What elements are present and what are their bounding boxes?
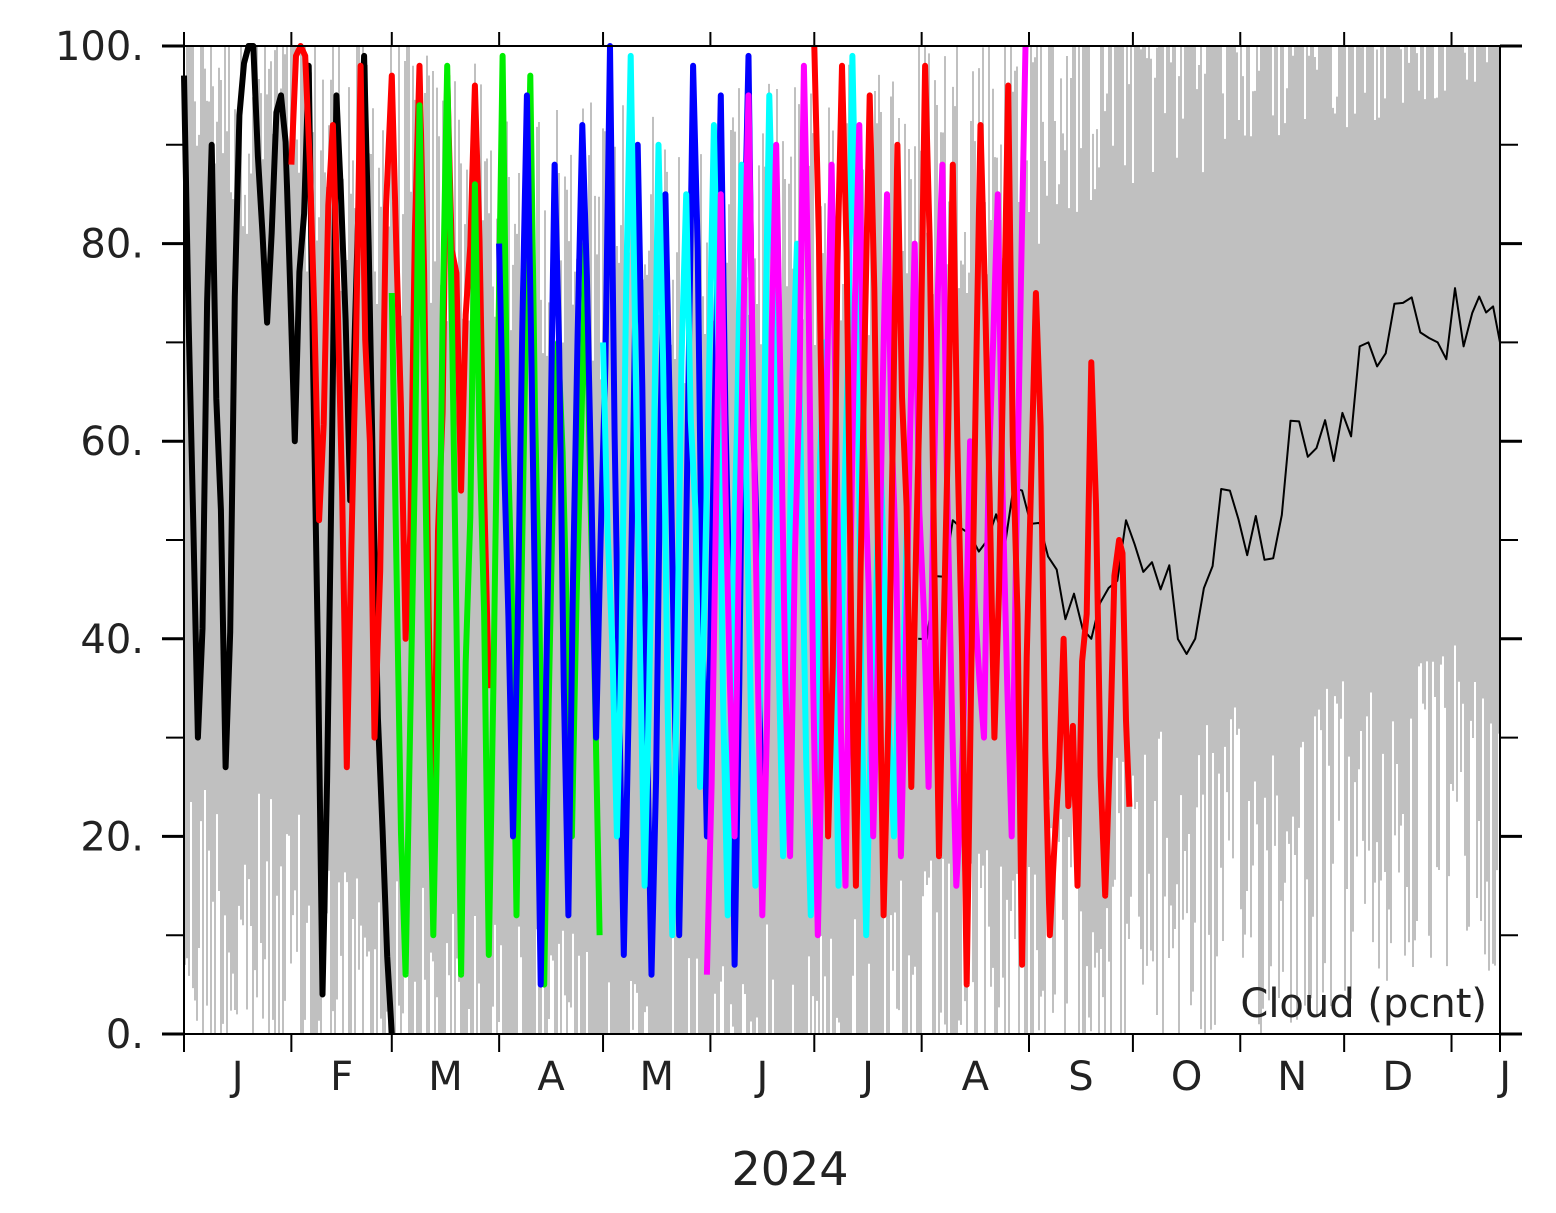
x-axis-label: 2024 <box>731 1142 848 1196</box>
y-tick-label: 0. <box>106 1012 144 1058</box>
x-tick-label: A <box>537 1054 565 1100</box>
x-tick-label: A <box>962 1054 990 1100</box>
x-tick-label: M <box>428 1054 463 1100</box>
series-layer <box>181 43 1501 1035</box>
y-tick-label: 20. <box>80 814 144 860</box>
y-tick-label: 100. <box>55 24 144 70</box>
x-tick-label: D <box>1382 1054 1413 1100</box>
x-tick-label: N <box>1277 1054 1307 1100</box>
axes: 0. 20. 40. 60. 80. 100. J F M A M J J A S O N D J <box>55 24 1522 1100</box>
forecast-line-7 <box>811 45 1133 988</box>
x-tick-label: J <box>859 1054 874 1100</box>
x-tick-label: J <box>1496 1054 1511 1100</box>
x-tick-label: M <box>639 1054 674 1100</box>
x-tick-label: S <box>1068 1054 1093 1100</box>
forecast-line-2 <box>288 43 492 860</box>
x-tick-label: J <box>753 1054 768 1100</box>
x-tick-label: O <box>1171 1054 1202 1100</box>
x-tick-label: J <box>229 1054 244 1100</box>
y-tick-label: 80. <box>80 222 144 268</box>
y-tick-label: 40. <box>80 617 144 663</box>
y-tick-label: 60. <box>80 419 144 465</box>
x-tick-label: F <box>330 1054 353 1100</box>
variable-annotation: Cloud (pcnt) <box>1240 981 1487 1027</box>
forecast-line-3 <box>388 52 603 988</box>
